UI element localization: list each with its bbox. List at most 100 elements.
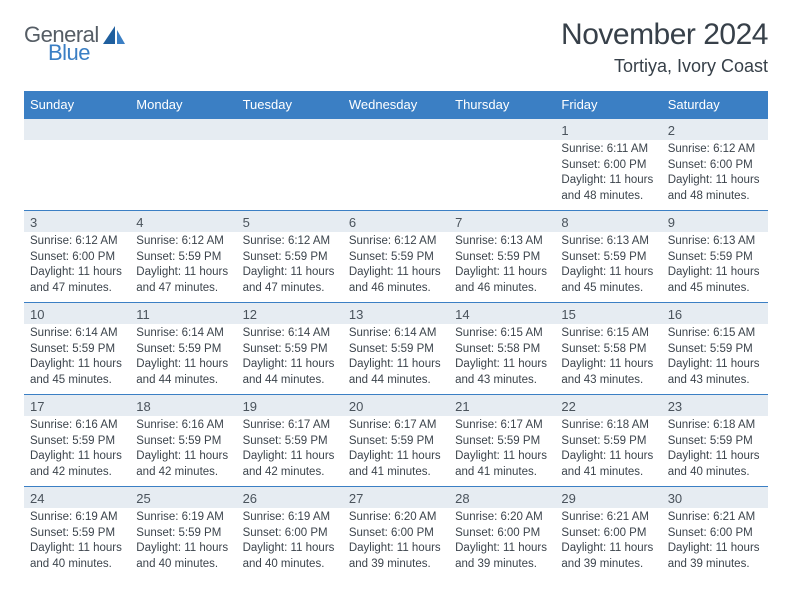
day-info-line: Daylight: 11 hours — [349, 541, 443, 557]
day-info-line: Daylight: 11 hours — [243, 265, 337, 281]
day-number: 26 — [237, 487, 343, 509]
day-info-line: Sunset: 5:59 PM — [30, 434, 124, 450]
day-info-line: Sunset: 6:00 PM — [561, 526, 655, 542]
day-info-line: Daylight: 11 hours — [455, 357, 549, 373]
day-empty — [449, 140, 555, 211]
day-details: Sunrise: 6:21 AMSunset: 6:00 PMDaylight:… — [555, 508, 661, 578]
day-info-line: and 47 minutes. — [243, 281, 337, 297]
day-details: Sunrise: 6:18 AMSunset: 5:59 PMDaylight:… — [555, 416, 661, 487]
calendar-table: SundayMondayTuesdayWednesdayThursdayFrid… — [24, 91, 768, 578]
day-details: Sunrise: 6:13 AMSunset: 5:59 PMDaylight:… — [555, 232, 661, 303]
day-info-line: and 44 minutes. — [136, 373, 230, 389]
day-info-line: Daylight: 11 hours — [349, 265, 443, 281]
day-info-line: Sunset: 5:59 PM — [668, 434, 762, 450]
day-number: 11 — [130, 303, 236, 325]
day-info-line: Sunrise: 6:16 AM — [136, 418, 230, 434]
day-info-line: and 43 minutes. — [561, 373, 655, 389]
day-info-line: and 39 minutes. — [668, 557, 762, 573]
day-info-line: Sunrise: 6:18 AM — [561, 418, 655, 434]
day-info-line: Sunrise: 6:12 AM — [668, 142, 762, 158]
day-number: 18 — [130, 395, 236, 417]
week-daynum-row: 17181920212223 — [24, 395, 768, 417]
day-info-line: Sunrise: 6:12 AM — [349, 234, 443, 250]
day-number: 19 — [237, 395, 343, 417]
day-info-line: and 45 minutes. — [668, 281, 762, 297]
day-info-line: Daylight: 11 hours — [455, 541, 549, 557]
day-details: Sunrise: 6:17 AMSunset: 5:59 PMDaylight:… — [449, 416, 555, 487]
week-content-row: Sunrise: 6:12 AMSunset: 6:00 PMDaylight:… — [24, 232, 768, 303]
day-info-line: Daylight: 11 hours — [561, 173, 655, 189]
week-daynum-row: 3456789 — [24, 211, 768, 233]
day-info-line: Sunrise: 6:20 AM — [349, 510, 443, 526]
day-details: Sunrise: 6:19 AMSunset: 5:59 PMDaylight:… — [130, 508, 236, 578]
calendar-header-row: SundayMondayTuesdayWednesdayThursdayFrid… — [24, 91, 768, 119]
day-info-line: Sunset: 5:59 PM — [243, 434, 337, 450]
day-info-line: Sunrise: 6:15 AM — [455, 326, 549, 342]
day-details: Sunrise: 6:14 AMSunset: 5:59 PMDaylight:… — [130, 324, 236, 395]
day-info-line: Daylight: 11 hours — [561, 449, 655, 465]
day-empty — [24, 140, 130, 211]
day-number: 24 — [24, 487, 130, 509]
day-info-line: Sunrise: 6:12 AM — [30, 234, 124, 250]
day-info-line: Sunrise: 6:14 AM — [243, 326, 337, 342]
day-info-line: Sunset: 5:59 PM — [349, 250, 443, 266]
logo-text: General Blue — [24, 24, 99, 64]
day-info-line: and 42 minutes. — [30, 465, 124, 481]
day-number: 30 — [662, 487, 768, 509]
day-empty — [237, 140, 343, 211]
calendar-body: 12Sunrise: 6:11 AMSunset: 6:00 PMDayligh… — [24, 119, 768, 579]
day-info-line: Sunset: 5:59 PM — [243, 250, 337, 266]
day-info-line: Daylight: 11 hours — [30, 265, 124, 281]
day-header-wednesday: Wednesday — [343, 91, 449, 119]
day-number: 21 — [449, 395, 555, 417]
day-info-line: Daylight: 11 hours — [668, 541, 762, 557]
day-info-line: Daylight: 11 hours — [349, 449, 443, 465]
day-info-line: Sunset: 6:00 PM — [455, 526, 549, 542]
day-info-line: Sunset: 5:59 PM — [349, 434, 443, 450]
day-number: 10 — [24, 303, 130, 325]
day-details: Sunrise: 6:12 AMSunset: 6:00 PMDaylight:… — [662, 140, 768, 211]
day-info-line: Sunrise: 6:16 AM — [30, 418, 124, 434]
day-info-line: Sunrise: 6:21 AM — [561, 510, 655, 526]
day-info-line: and 45 minutes. — [30, 373, 124, 389]
day-info-line: and 41 minutes. — [349, 465, 443, 481]
day-number: 2 — [662, 119, 768, 141]
week-daynum-row: 12 — [24, 119, 768, 141]
day-details: Sunrise: 6:20 AMSunset: 6:00 PMDaylight:… — [449, 508, 555, 578]
page: General Blue November 2024 Tortiya, Ivor… — [0, 0, 792, 588]
day-info-line: Sunrise: 6:12 AM — [136, 234, 230, 250]
day-details: Sunrise: 6:14 AMSunset: 5:59 PMDaylight:… — [24, 324, 130, 395]
day-info-line: Daylight: 11 hours — [243, 357, 337, 373]
day-number: 23 — [662, 395, 768, 417]
day-info-line: and 41 minutes. — [561, 465, 655, 481]
day-number: 25 — [130, 487, 236, 509]
day-info-line: Daylight: 11 hours — [561, 357, 655, 373]
day-info-line: and 40 minutes. — [136, 557, 230, 573]
day-info-line: and 41 minutes. — [455, 465, 549, 481]
day-number: 9 — [662, 211, 768, 233]
day-info-line: Sunrise: 6:21 AM — [668, 510, 762, 526]
day-info-line: Sunrise: 6:13 AM — [668, 234, 762, 250]
day-details: Sunrise: 6:16 AMSunset: 5:59 PMDaylight:… — [24, 416, 130, 487]
day-header-tuesday: Tuesday — [237, 91, 343, 119]
day-info-line: Daylight: 11 hours — [243, 449, 337, 465]
day-info-line: and 48 minutes. — [668, 189, 762, 205]
day-info-line: Sunset: 5:59 PM — [30, 526, 124, 542]
header: General Blue November 2024 Tortiya, Ivor… — [24, 18, 768, 77]
day-info-line: and 47 minutes. — [136, 281, 230, 297]
day-info-line: Sunrise: 6:11 AM — [561, 142, 655, 158]
week-content-row: Sunrise: 6:16 AMSunset: 5:59 PMDaylight:… — [24, 416, 768, 487]
day-info-line: Daylight: 11 hours — [668, 449, 762, 465]
day-info-line: Sunset: 5:59 PM — [455, 250, 549, 266]
day-info-line: Daylight: 11 hours — [455, 449, 549, 465]
day-info-line: Sunrise: 6:12 AM — [243, 234, 337, 250]
day-info-line: Sunrise: 6:19 AM — [243, 510, 337, 526]
day-info-line: Sunset: 5:59 PM — [136, 434, 230, 450]
day-info-line: Sunset: 5:58 PM — [561, 342, 655, 358]
day-details: Sunrise: 6:18 AMSunset: 5:59 PMDaylight:… — [662, 416, 768, 487]
day-info-line: Daylight: 11 hours — [668, 173, 762, 189]
day-header-monday: Monday — [130, 91, 236, 119]
day-info-line: Sunrise: 6:20 AM — [455, 510, 549, 526]
location-subtitle: Tortiya, Ivory Coast — [561, 56, 768, 77]
week-content-row: Sunrise: 6:11 AMSunset: 6:00 PMDaylight:… — [24, 140, 768, 211]
